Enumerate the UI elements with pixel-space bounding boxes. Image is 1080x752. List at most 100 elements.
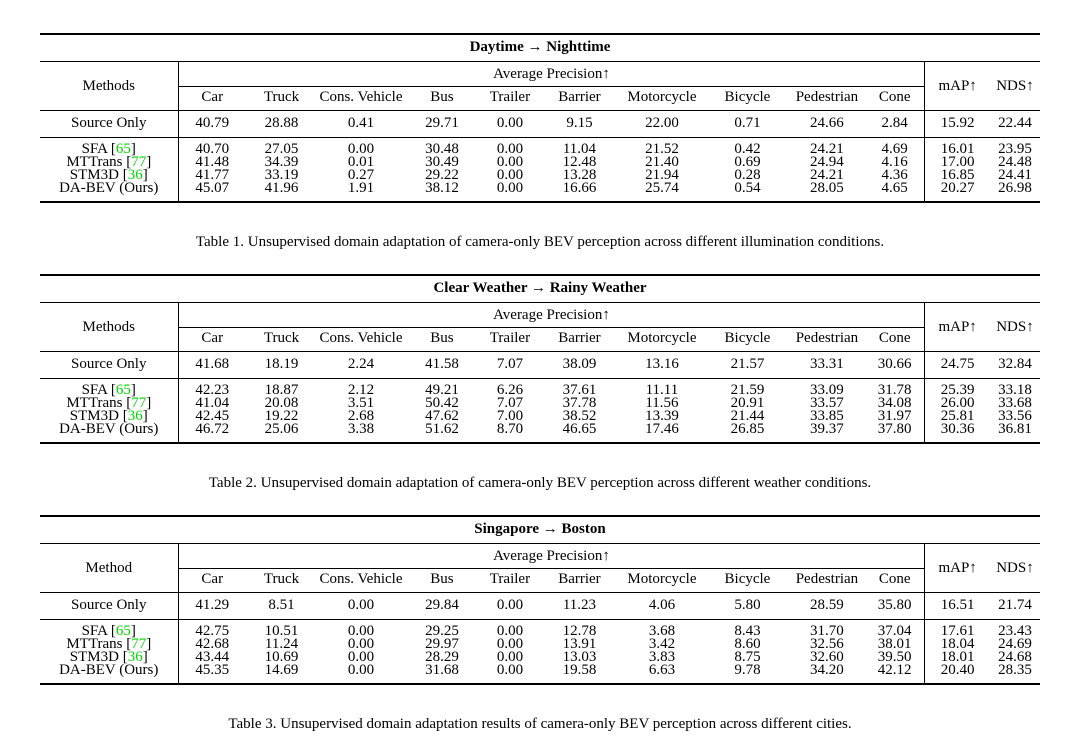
ap-value: 3.51 [347,395,375,411]
col-header-pedestrian: Pedestrian [788,568,865,593]
ap-value: 7.00 [496,408,524,424]
source-only-block: Source Only 40.79 28.88 0.41 29.71 0.00 9.15 22… [40,110,1040,138]
ap-value: 18.87 [264,382,299,398]
col-header-barrier: Barrier [540,568,618,593]
ap-value: 2.24 [316,351,405,379]
col-header-bus: Bus [404,327,479,352]
col-header-pedestrian: Pedestrian [788,327,865,352]
col-header-cons-vehicle: Cons. Vehicle [316,86,405,111]
col-header-trailer: Trailer [478,327,541,352]
ap-value: 2.12 [347,382,375,398]
ap-value: 11.56 [645,395,679,411]
method-row: MTTrans [77] 41.04 20.08 3.51 50.42 7.07 37.78… [40,395,1040,411]
col-header-bus: Bus [404,568,479,593]
nds-column-header: NDS↑ [989,61,1040,111]
method-name: DA-BEV (Ours) [40,181,179,203]
map-value: 17.00 [924,155,990,170]
nds-value: 24.69 [998,636,1032,652]
ap-value: 37.80 [864,422,925,444]
ap-value: 21.57 [705,351,789,379]
map-value: 20.27 [924,181,990,203]
ap-value: 38.12 [404,181,479,203]
ap-value: 24.21 [810,141,844,157]
nds-value: 33.18 [998,382,1032,398]
ap-value: 24.66 [788,110,865,138]
citation-ref[interactable]: 65 [115,382,131,398]
ap-value: 42.23 [195,382,230,398]
ap-value: 3.42 [648,636,676,652]
ap-value: 34.39 [264,154,299,170]
ap-value: 17.46 [617,422,706,444]
citation-ref[interactable]: 77 [131,154,147,170]
col-header-motorcycle: Motorcycle [617,568,706,593]
col-header-cone: Cone [864,568,925,593]
ap-value: 24.94 [810,154,844,170]
map-value: 15.92 [924,110,990,138]
citation-ref[interactable]: 65 [115,141,131,157]
citation-ref[interactable]: 77 [131,395,147,411]
citation-ref[interactable]: 36 [127,167,143,183]
source-only-block: Source Only 41.29 8.51 0.00 29.84 0.00 11.23 4.… [40,592,1040,620]
ap-value: 0.01 [347,154,375,170]
ap-value: 29.97 [425,636,459,652]
citation-ref[interactable]: 36 [127,649,143,665]
method-name: SFA [65] [40,137,179,157]
method-row: DA-BEV (Ours) 46.72 25.06 3.38 51.62 8.70 46.6… [40,422,1040,444]
methods-column-header: Methods [40,302,179,352]
average-precision-header: Average Precision↑ [178,543,925,569]
col-header-trailer: Trailer [478,86,541,111]
nds-value: 21.74 [989,592,1040,620]
ap-value: 43.44 [195,649,230,665]
table-title: Singapore → Boston [40,515,1040,544]
table-title: Clear Weather → Rainy Weather [40,274,1040,303]
adaptation-methods-block: SFA [65] 42.75 10.51 0.00 29.25 0.00 12.78 3.68… [40,619,1040,685]
ap-value: 4.16 [881,154,908,170]
ap-value: 45.35 [178,663,246,685]
ap-value: 40.70 [195,141,230,157]
method-name: STM3D [36] [40,408,179,424]
ap-value: 51.62 [404,422,479,444]
ap-value: 19.22 [264,408,299,424]
method-row: SFA [65] 40.70 27.05 0.00 30.48 0.00 11.04 21.5… [40,137,1040,157]
nds-value: 32.84 [989,351,1040,379]
ap-value: 33.19 [264,167,299,183]
average-precision-header: Average Precision↑ [178,61,925,87]
ap-value: 30.49 [425,154,459,170]
ap-value: 0.00 [316,592,405,620]
ap-value: 49.21 [425,382,459,398]
ap-value: 45.07 [178,181,246,203]
method-name: SFA [65] [40,619,179,639]
ap-value: 47.62 [425,408,459,424]
ap-value: 0.69 [734,154,761,170]
citation-ref[interactable]: 65 [115,623,131,639]
method-row: STM3D [36] 43.44 10.69 0.00 28.29 0.00 13.03 3.… [40,649,1040,665]
table-1-section: Daytime → Nighttime Methods Average Prec… [40,33,1040,252]
ap-value: 28.59 [788,592,865,620]
ap-value: 32.60 [810,649,844,665]
method-row: STM3D [36] 41.77 33.19 0.27 29.22 0.00 13.28 21… [40,167,1040,183]
table-3-section: Singapore → Boston Method Average Precis… [40,515,1040,734]
map-value: 18.04 [924,637,990,652]
ap-value: 0.00 [496,636,524,652]
source-only-row: Source Only 41.29 8.51 0.00 29.84 0.00 11.23 4.… [40,592,1040,620]
ap-value: 5.80 [705,592,789,620]
ap-value: 46.72 [178,422,246,444]
ap-value: 34.20 [788,663,865,685]
nds-value: 33.56 [998,408,1032,424]
ap-value: 0.00 [316,663,405,685]
map-value: 30.36 [924,422,990,444]
method-row: DA-BEV (Ours) 45.07 41.96 1.91 38.12 0.00 16.6… [40,181,1040,203]
citation-ref[interactable]: 36 [127,408,143,424]
class-header-row: Car Truck Cons. Vehicle Bus Trailer Barr… [40,86,1040,111]
method-name: SFA [65] [40,378,179,398]
ap-value: 37.78 [562,395,597,411]
ap-value: 30.48 [425,141,459,157]
citation-ref[interactable]: 77 [131,636,147,652]
nds-value: 26.98 [989,181,1040,203]
col-header-cone: Cone [864,327,925,352]
ap-value: 28.29 [425,649,459,665]
map-value: 16.85 [924,168,990,183]
nds-value: 24.68 [998,649,1032,665]
map-value: 17.61 [924,619,990,638]
